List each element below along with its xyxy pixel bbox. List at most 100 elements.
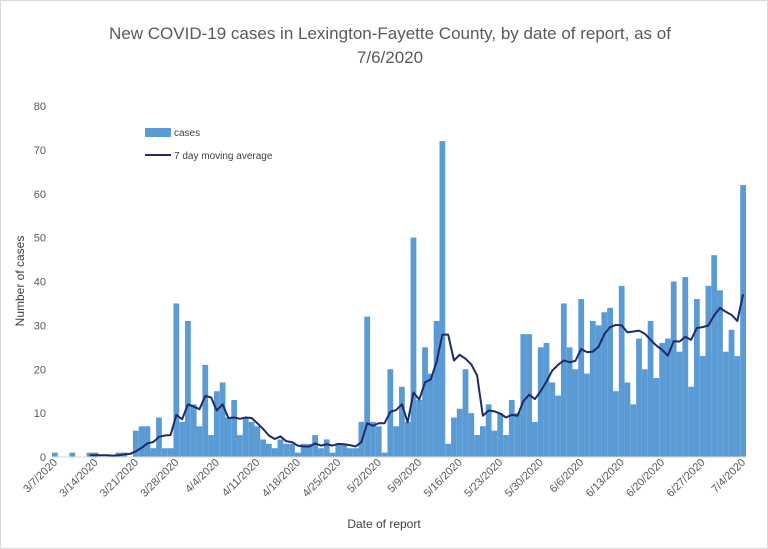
case-bar — [179, 421, 186, 457]
case-bar — [630, 404, 637, 457]
case-bar — [474, 435, 480, 457]
case-bar — [595, 325, 602, 457]
case-bar — [173, 303, 180, 457]
case-bar — [381, 452, 388, 457]
case-bar — [219, 382, 226, 457]
case-bar — [740, 184, 746, 457]
case-bar — [433, 320, 440, 457]
case-bar — [589, 320, 596, 457]
case-bar — [352, 448, 359, 457]
moving-average-line — [89, 294, 745, 457]
case-bar — [728, 329, 735, 457]
case-bar — [601, 312, 608, 457]
legend: cases 7 day moving average — [145, 128, 273, 162]
case-bar — [699, 356, 706, 457]
x-tick-label: 7/4/2020 — [709, 457, 748, 496]
case-bar — [722, 351, 729, 457]
case-bar — [341, 443, 347, 457]
chart-title-line-2: 7/6/2020 — [356, 48, 424, 67]
x-tick-label: 6/13/2020 — [584, 457, 627, 500]
case-bar — [69, 452, 76, 457]
case-bar — [688, 386, 694, 457]
case-bar — [491, 430, 498, 457]
y-tick-label: 70 — [34, 145, 46, 157]
y-axis-ticks: 0 10 20 30 40 50 60 70 80 — [34, 101, 46, 464]
case-bar — [254, 426, 261, 457]
case-bar — [445, 443, 452, 457]
case-bars — [52, 141, 746, 457]
case-bar — [572, 369, 579, 457]
case-bar — [485, 404, 492, 457]
case-bar — [537, 347, 544, 457]
case-bar — [676, 351, 683, 457]
case-bar — [208, 435, 214, 457]
case-bar — [150, 448, 157, 457]
case-bar — [231, 399, 238, 457]
y-tick-label: 60 — [34, 189, 46, 201]
case-bar — [167, 448, 174, 457]
case-bar — [52, 452, 58, 457]
case-bar — [283, 443, 290, 457]
case-bar — [520, 334, 527, 457]
case-bar — [503, 435, 509, 457]
x-tick-label: 6/27/2020 — [665, 457, 708, 500]
legend-cases-label: cases — [174, 128, 200, 139]
case-bar — [508, 399, 515, 457]
case-bar — [312, 435, 319, 457]
x-tick-label: 6/20/2020 — [624, 457, 667, 500]
case-bar — [144, 426, 151, 457]
case-bar — [711, 255, 718, 457]
case-bar — [265, 443, 272, 457]
case-bar — [705, 285, 712, 457]
y-tick-label: 0 — [40, 452, 46, 464]
case-bar — [549, 382, 556, 457]
case-bar — [277, 439, 284, 457]
legend-cases-swatch — [145, 128, 171, 137]
case-bar — [659, 342, 666, 457]
case-bar — [560, 303, 567, 457]
case-bar — [271, 448, 278, 457]
chart-title-line-1: New COVID-19 cases in Lexington-Fayette … — [109, 24, 671, 43]
case-bar — [636, 338, 642, 457]
x-tick-label: 6/6/2020 — [548, 457, 587, 496]
case-bar — [242, 417, 249, 457]
y-tick-label: 40 — [34, 277, 46, 289]
case-bar — [543, 342, 550, 457]
case-bar — [514, 413, 521, 457]
case-bar — [260, 439, 266, 457]
case-bar — [375, 426, 382, 457]
case-bar — [578, 299, 585, 457]
case-bar — [555, 395, 561, 457]
x-tick-label: 5/9/2020 — [386, 457, 425, 496]
case-bar — [462, 369, 469, 457]
case-bar — [346, 448, 353, 457]
case-bar — [682, 277, 689, 457]
x-tick-label: 5/2/2020 — [345, 457, 384, 496]
case-bar — [306, 443, 313, 457]
case-bar — [422, 347, 428, 457]
case-bar — [427, 373, 434, 457]
case-bar — [237, 435, 243, 457]
case-bar — [468, 413, 475, 457]
x-tick-label: 3/28/2020 — [138, 457, 181, 500]
case-bar — [289, 443, 295, 457]
case-bar — [641, 369, 648, 457]
case-bar — [294, 452, 301, 457]
case-bar — [329, 452, 336, 457]
case-bar — [693, 299, 700, 457]
case-bar — [132, 430, 139, 457]
case-bar — [670, 281, 677, 457]
case-bar — [318, 448, 324, 457]
x-tick-label: 5/30/2020 — [503, 457, 546, 500]
case-bar — [479, 426, 486, 457]
y-tick-label: 20 — [34, 364, 46, 376]
y-tick-label: 30 — [34, 320, 46, 332]
case-bar — [665, 338, 671, 457]
case-bar — [416, 399, 423, 457]
case-bar — [653, 378, 660, 457]
case-bar — [607, 307, 613, 457]
y-tick-label: 50 — [34, 233, 46, 245]
case-bar — [225, 417, 232, 457]
case-bar — [456, 408, 463, 457]
